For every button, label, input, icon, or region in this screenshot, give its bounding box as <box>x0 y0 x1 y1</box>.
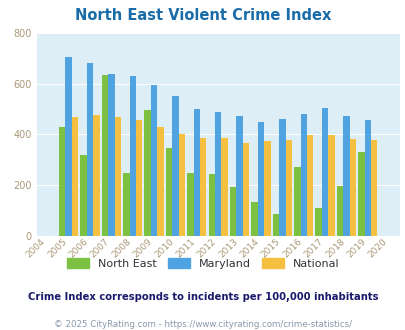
Bar <box>279 119 285 236</box>
Bar <box>187 173 193 236</box>
Bar <box>300 114 306 236</box>
Bar <box>364 120 370 236</box>
Bar <box>285 140 291 236</box>
Bar <box>108 74 114 236</box>
Bar <box>151 85 157 236</box>
Bar <box>336 186 342 236</box>
Bar <box>293 167 300 236</box>
Bar <box>193 109 200 236</box>
Text: © 2025 CityRating.com - https://www.cityrating.com/crime-statistics/: © 2025 CityRating.com - https://www.city… <box>54 320 351 329</box>
Bar <box>59 127 65 236</box>
Bar <box>236 116 242 236</box>
Bar <box>251 202 257 236</box>
Bar <box>114 117 121 236</box>
Bar <box>315 208 321 236</box>
Bar <box>229 187 236 236</box>
Bar <box>257 122 264 236</box>
Text: North East Violent Crime Index: North East Violent Crime Index <box>75 8 330 23</box>
Bar <box>242 143 249 236</box>
Bar <box>157 127 163 236</box>
Bar <box>129 76 136 236</box>
Text: Crime Index corresponds to incidents per 100,000 inhabitants: Crime Index corresponds to incidents per… <box>28 292 377 302</box>
Bar <box>102 75 108 236</box>
Bar <box>342 116 349 236</box>
Bar <box>80 155 87 236</box>
Bar <box>144 110 151 236</box>
Bar <box>370 140 377 236</box>
Bar <box>264 141 270 236</box>
Bar <box>136 120 142 236</box>
Bar <box>65 57 72 236</box>
Bar <box>208 174 215 236</box>
Legend: North East, Maryland, National: North East, Maryland, National <box>66 258 339 269</box>
Bar <box>123 173 129 236</box>
Bar <box>328 135 334 236</box>
Bar <box>87 63 93 236</box>
Bar <box>349 139 355 236</box>
Bar <box>306 135 313 236</box>
Bar <box>178 135 185 236</box>
Bar <box>172 96 178 236</box>
Bar <box>272 214 279 236</box>
Bar <box>357 152 364 236</box>
Bar <box>221 138 227 236</box>
Bar <box>166 148 172 236</box>
Bar <box>321 108 328 236</box>
Bar <box>72 117 78 236</box>
Bar <box>200 138 206 236</box>
Bar <box>215 113 221 236</box>
Bar <box>93 115 99 236</box>
